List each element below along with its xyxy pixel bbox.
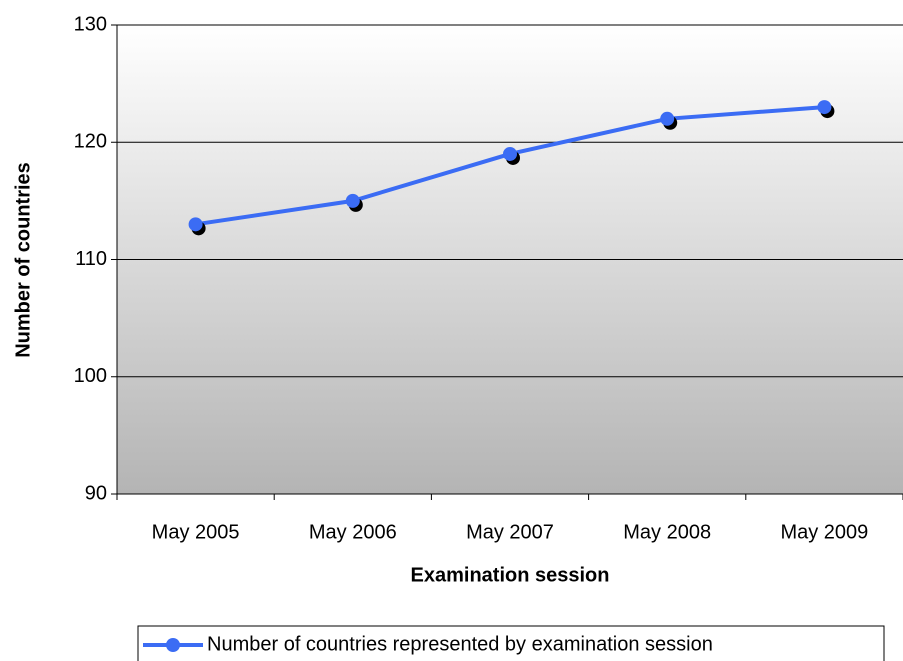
- x-axis-label: Examination session: [411, 564, 610, 586]
- legend-label: Number of countries represented by exami…: [207, 633, 713, 655]
- marker: [817, 100, 832, 115]
- marker: [660, 111, 675, 126]
- marker: [345, 193, 360, 208]
- marker: [503, 146, 517, 161]
- x-tick-label: May 2007: [466, 521, 554, 543]
- legend-marker: [166, 638, 180, 652]
- y-tick-label: 90: [85, 482, 107, 504]
- y-tick-label: 100: [74, 365, 107, 387]
- y-tick-label: 110: [75, 248, 107, 270]
- y-axis-label: Number of countries: [12, 162, 34, 358]
- x-tick-label: May 2005: [152, 521, 240, 543]
- x-tick-label: May 2009: [780, 521, 868, 543]
- y-tick-label: 120: [74, 131, 107, 153]
- legend-box: [137, 625, 885, 661]
- x-tick-label: May 2008: [623, 521, 711, 543]
- y-tick-label: 130: [74, 13, 107, 35]
- x-tick-label: May 2006: [309, 521, 397, 543]
- marker: [188, 217, 203, 232]
